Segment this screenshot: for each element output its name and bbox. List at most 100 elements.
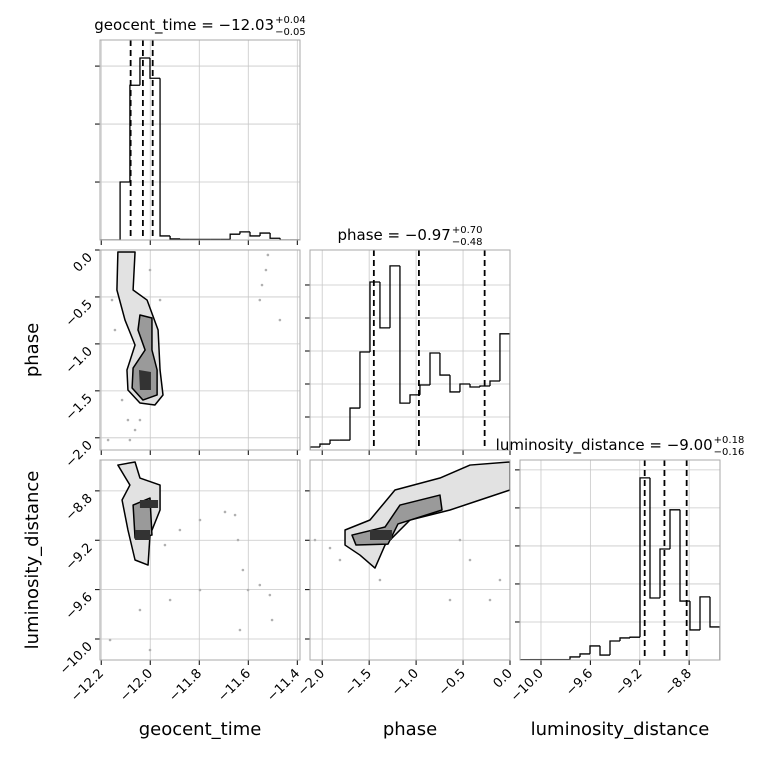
sample-point (468, 558, 472, 562)
histogram-step (169, 235, 181, 240)
contour (135, 530, 150, 540)
histogram-step (459, 383, 470, 392)
panel-background (310, 250, 510, 450)
histogram-step (449, 375, 460, 393)
histogram-step (159, 78, 171, 237)
sample-point (258, 298, 262, 302)
sample-point (168, 598, 172, 602)
sample-point (138, 608, 142, 612)
panel: −2.0 −1.5 −1.0 −0.5 0.0 phase (295, 459, 516, 740)
plot-area (108, 461, 274, 652)
sample-point (158, 298, 162, 302)
histogram-step (439, 352, 450, 376)
histogram-step (179, 238, 190, 240)
x-tick-label: −9.6 (563, 666, 596, 699)
histogram-step (429, 352, 440, 385)
x-tick-label: −9.2 (613, 666, 646, 699)
x-tick-label: −0.5 (436, 666, 469, 699)
histogram-step (569, 656, 580, 660)
x-tick-label: −1.5 (342, 666, 375, 699)
panel-background (100, 40, 300, 240)
contour (139, 500, 159, 509)
sample-point (238, 628, 242, 632)
panel: −12.2 −12.0 −11.8 −11.6 −11.4−8.8−9.2−9.6−10… (22, 459, 303, 740)
title-upper: +0.04 (275, 15, 306, 26)
panel: 0.0 −0.5 −1.0 −1.5 −2.0 phase (22, 249, 301, 471)
panel-title: geocent_time = −12.03 (94, 16, 274, 35)
plot-area (106, 251, 282, 442)
contour (370, 530, 392, 540)
sample-point (270, 618, 274, 622)
sample-point (198, 518, 202, 522)
sample-point (488, 598, 492, 602)
sample-point (268, 593, 272, 597)
x-tick-label: −2.0 (295, 666, 328, 699)
y-axis-label: phase (22, 323, 43, 377)
histogram-step (669, 509, 680, 549)
y-tick-label: −0.5 (63, 297, 96, 330)
sample-point (258, 583, 262, 587)
contour (138, 370, 151, 390)
title-lower: −0.16 (714, 447, 745, 458)
title-lower: −0.48 (452, 237, 483, 248)
histogram-step (709, 596, 720, 628)
sample-point (106, 438, 110, 442)
plot-area (310, 250, 510, 450)
sample-point (113, 328, 117, 332)
panel: −10.0 −9.6 −9.2 −8.8 luminosity_distance lumi… (496, 435, 745, 740)
sample-point (498, 578, 502, 582)
panel-title: luminosity_distance = −9.00 (496, 436, 713, 455)
histogram-step (139, 57, 150, 86)
histogram-step (419, 384, 430, 395)
histogram-step (699, 596, 710, 630)
histogram-step (399, 265, 410, 404)
histogram-step (279, 238, 290, 240)
histogram-step (379, 282, 390, 329)
histogram-step (239, 231, 250, 235)
sample-point (178, 528, 182, 532)
title-lower: −0.05 (275, 27, 306, 38)
x-tick-label: −11.6 (215, 666, 254, 705)
panel-title: phase = −0.97 (338, 226, 451, 244)
x-axis-label: luminosity_distance (531, 719, 710, 740)
x-axis-label: phase (383, 719, 437, 740)
panel: phase = −0.97 +0.70−0.48 (305, 225, 511, 455)
histogram-step (619, 637, 630, 641)
sample-point (260, 283, 264, 287)
y-tick-label: −1.5 (63, 391, 96, 424)
histogram-step (469, 383, 480, 388)
histogram-step (589, 645, 600, 654)
histogram-step (599, 645, 610, 656)
sample-point (264, 268, 268, 272)
y-tick-label: −9.2 (63, 540, 96, 573)
panel-frame (519, 459, 721, 661)
sample-point (138, 418, 142, 422)
sample-point (246, 588, 250, 592)
histogram-step (689, 601, 700, 631)
histogram-step (349, 407, 360, 441)
x-tick-label: −12.0 (117, 666, 156, 705)
y-tick-label: −9.6 (63, 590, 96, 623)
histogram-step (249, 231, 261, 237)
x-tick-label: −1.0 (389, 666, 422, 699)
y-tick-label: −8.8 (63, 491, 96, 524)
panel-frame (99, 459, 301, 661)
panel-frame (99, 249, 301, 451)
histogram-step (629, 636, 640, 638)
sample-point (110, 298, 114, 302)
plot-area (313, 461, 510, 602)
y-tick-label: −1.0 (63, 344, 96, 377)
sample-point (108, 638, 112, 642)
histogram-step (489, 380, 500, 386)
panel-frame (309, 249, 511, 451)
y-tick-label: 0.0 (71, 250, 96, 275)
sample-point (278, 318, 282, 322)
sample-point (266, 253, 270, 257)
sample-point (328, 546, 332, 550)
histogram-step (149, 57, 161, 79)
panel: geocent_time = −12.03 +0.04−0.05 (94, 15, 306, 245)
title-upper: +0.18 (714, 435, 745, 446)
histogram-step (639, 477, 650, 638)
histogram-step (229, 233, 240, 240)
sample-point (148, 268, 152, 272)
